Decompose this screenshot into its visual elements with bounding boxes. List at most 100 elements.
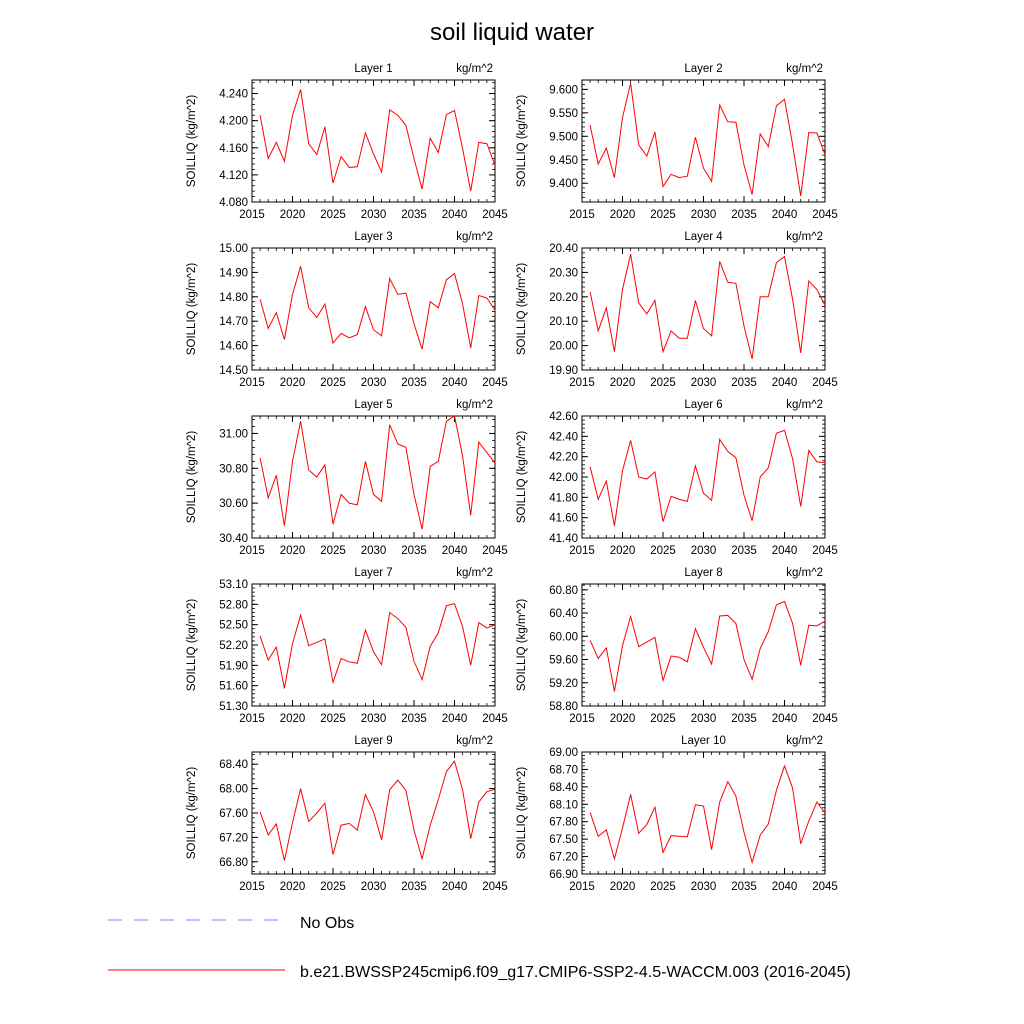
figure-title: soil liquid water xyxy=(430,19,594,46)
y-tick-label: 68.10 xyxy=(549,799,578,811)
panel-title: Layer 9 xyxy=(354,735,392,747)
x-tick-label: 2040 xyxy=(442,209,468,221)
y-axis-label: SOILLIQ (kg/m^2) xyxy=(186,767,198,859)
panel-layer-10: Layer 10 kg/m^2 2015 2020 2025 2030 2035 2040 20… xyxy=(516,735,838,893)
y-tick-label: 20.00 xyxy=(549,341,578,353)
x-tick-label: 2035 xyxy=(731,209,757,221)
x-tick-label: 2015 xyxy=(239,377,265,389)
y-axis-label: SOILLIQ (kg/m^2) xyxy=(516,599,528,691)
x-tick-label: 2015 xyxy=(239,713,265,725)
y-tick-label: 20.10 xyxy=(549,316,578,328)
y-tick-label: 60.00 xyxy=(549,631,578,643)
x-tick-label: 2040 xyxy=(772,713,798,725)
x-tick-label: 2020 xyxy=(280,377,306,389)
y-tick-label: 41.80 xyxy=(549,492,578,504)
x-tick-label: 2030 xyxy=(691,881,717,893)
panel-title: Layer 1 xyxy=(354,63,392,75)
y-tick-label: 30.40 xyxy=(219,533,248,545)
y-axis-label: SOILLIQ (kg/m^2) xyxy=(186,95,198,187)
panel-units: kg/m^2 xyxy=(786,567,823,579)
y-tick-label: 14.50 xyxy=(219,365,248,377)
series-line xyxy=(589,253,826,360)
y-tick-label: 58.80 xyxy=(549,701,578,713)
y-tick-label: 9.500 xyxy=(549,131,578,143)
y-tick-label: 20.40 xyxy=(549,243,578,255)
x-tick-label: 2045 xyxy=(812,545,838,557)
x-tick-label: 2045 xyxy=(812,713,838,725)
x-tick-label: 2035 xyxy=(731,545,757,557)
x-tick-label: 2035 xyxy=(401,209,427,221)
x-tick-label: 2025 xyxy=(320,713,346,725)
y-tick-label: 9.600 xyxy=(549,84,578,96)
y-tick-label: 69.00 xyxy=(549,747,578,759)
x-tick-label: 2025 xyxy=(650,713,676,725)
x-tick-label: 2035 xyxy=(401,881,427,893)
y-tick-label: 9.400 xyxy=(549,178,578,190)
series-line xyxy=(259,266,496,350)
y-axis-label: SOILLIQ (kg/m^2) xyxy=(186,431,198,523)
y-tick-label: 66.90 xyxy=(549,869,578,881)
legend-model-label: b.e21.BWSSP245cmip6.f09_g17.CMIP6-SSP2-4… xyxy=(300,964,851,981)
x-tick-label: 2025 xyxy=(320,881,346,893)
series-line xyxy=(589,764,826,865)
legend: No Obs b.e21.BWSSP245cmip6.f09_g17.CMIP6… xyxy=(108,915,851,981)
y-axis-label: SOILLIQ (kg/m^2) xyxy=(516,431,528,523)
x-tick-label: 2015 xyxy=(569,209,595,221)
x-tick-label: 2025 xyxy=(320,209,346,221)
x-tick-label: 2025 xyxy=(320,545,346,557)
y-tick-label: 68.70 xyxy=(549,764,578,776)
legend-no-obs-label: No Obs xyxy=(300,915,354,932)
x-tick-label: 2015 xyxy=(569,377,595,389)
y-tick-label: 4.200 xyxy=(219,116,248,128)
y-tick-label: 14.90 xyxy=(219,267,248,279)
x-tick-label: 2015 xyxy=(239,545,265,557)
x-tick-label: 2045 xyxy=(812,209,838,221)
y-tick-label: 68.40 xyxy=(549,782,578,794)
y-tick-label: 52.50 xyxy=(219,620,248,632)
x-tick-label: 2020 xyxy=(610,881,636,893)
panel-units: kg/m^2 xyxy=(786,399,823,411)
x-tick-label: 2030 xyxy=(361,545,387,557)
x-tick-label: 2030 xyxy=(361,377,387,389)
x-tick-label: 2045 xyxy=(482,881,508,893)
x-tick-label: 2035 xyxy=(731,881,757,893)
series-line xyxy=(259,89,496,192)
x-tick-label: 2020 xyxy=(280,545,306,557)
panel-layer-2: Layer 2 kg/m^2 2015 2020 2025 2030 2035 2040 204… xyxy=(516,63,838,221)
x-tick-label: 2035 xyxy=(731,713,757,725)
y-tick-label: 19.90 xyxy=(549,365,578,377)
panel-title: Layer 10 xyxy=(681,735,726,747)
y-axis-label: SOILLIQ (kg/m^2) xyxy=(186,599,198,691)
panel-title: Layer 5 xyxy=(354,399,392,411)
x-tick-label: 2020 xyxy=(610,209,636,221)
x-tick-label: 2015 xyxy=(569,545,595,557)
panel-layer-6: Layer 6 kg/m^2 2015 2020 2025 2030 2035 2040 204… xyxy=(516,399,838,557)
series-line xyxy=(259,603,496,689)
panel-units: kg/m^2 xyxy=(456,63,493,75)
y-tick-label: 20.30 xyxy=(549,267,578,279)
y-tick-label: 9.550 xyxy=(549,108,578,120)
y-tick-label: 52.20 xyxy=(219,640,248,652)
y-tick-label: 59.60 xyxy=(549,655,578,667)
panel-layer-4: Layer 4 kg/m^2 2015 2020 2025 2030 2035 2040 204… xyxy=(516,231,838,389)
panel-layer-9: Layer 9 kg/m^2 2015 2020 2025 2030 2035 2040 204… xyxy=(186,735,508,893)
series-line xyxy=(589,600,826,692)
x-tick-label: 2040 xyxy=(772,377,798,389)
x-tick-label: 2020 xyxy=(280,881,306,893)
y-tick-label: 51.30 xyxy=(219,701,248,713)
y-tick-label: 4.120 xyxy=(219,170,248,182)
x-tick-label: 2030 xyxy=(691,377,717,389)
y-tick-label: 42.20 xyxy=(549,452,578,464)
x-tick-label: 2045 xyxy=(482,713,508,725)
series-line xyxy=(589,429,826,526)
x-tick-label: 2020 xyxy=(610,377,636,389)
y-tick-label: 51.90 xyxy=(219,660,248,672)
y-tick-label: 31.00 xyxy=(219,428,248,440)
panel-units: kg/m^2 xyxy=(456,735,493,747)
x-tick-label: 2040 xyxy=(442,713,468,725)
x-tick-label: 2015 xyxy=(239,881,265,893)
panel-units: kg/m^2 xyxy=(456,231,493,243)
x-tick-label: 2030 xyxy=(691,713,717,725)
x-tick-label: 2045 xyxy=(482,209,508,221)
